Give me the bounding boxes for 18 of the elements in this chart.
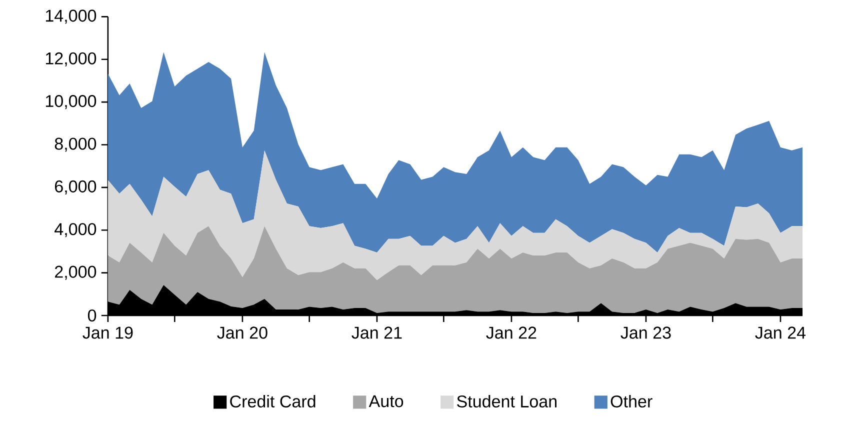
y-tick-label: 14,000	[46, 10, 96, 24]
y-tick-label: 2,000	[55, 266, 96, 280]
x-tick-label: Jan 20	[217, 326, 268, 339]
y-tick-label: 4,000	[54, 223, 96, 238]
y-tick-label: 6,000	[55, 180, 96, 195]
y-tick-label: 0	[88, 310, 96, 322]
y-tick-label: 12,000	[46, 52, 96, 67]
x-tick-label: Jan 21	[352, 326, 402, 339]
legend-label: Other	[610, 395, 652, 408]
y-tick-label: 10,000	[46, 95, 96, 110]
x-tick-label: Jan 19	[82, 326, 133, 339]
x-tick-label: Jan 24	[755, 326, 806, 339]
legend-label: Auto	[368, 396, 404, 408]
x-tick-label: Jan 22	[486, 326, 536, 339]
legend-label: Student Loan	[457, 395, 556, 408]
y-tick-label: 8,000	[54, 138, 96, 152]
x-tick-label: Jan 23	[620, 326, 671, 339]
legend-label: Credit Card	[230, 395, 316, 408]
